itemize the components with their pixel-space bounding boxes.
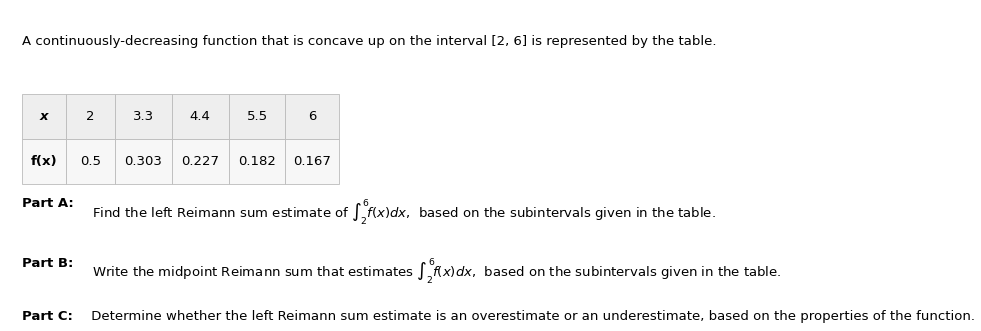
Text: Write the midpoint Reimann sum that estimates $\int_{2}^{6}\!f(x)dx$,  based on : Write the midpoint Reimann sum that esti… bbox=[88, 257, 781, 286]
Bar bbox=[285, 139, 339, 184]
Text: 0.167: 0.167 bbox=[293, 155, 332, 168]
Text: Part B:: Part B: bbox=[22, 257, 73, 269]
Text: Part C:: Part C: bbox=[22, 310, 73, 323]
Bar bbox=[22, 139, 66, 184]
Text: 0.227: 0.227 bbox=[181, 155, 219, 168]
Bar bbox=[229, 139, 285, 184]
Bar bbox=[229, 94, 285, 139]
Text: Part A:: Part A: bbox=[22, 197, 74, 210]
Text: f(x): f(x) bbox=[30, 155, 57, 168]
Text: Determine whether the left Reimann sum estimate is an overestimate or an underes: Determine whether the left Reimann sum e… bbox=[87, 310, 975, 323]
Text: 0.5: 0.5 bbox=[79, 155, 101, 168]
Text: 2: 2 bbox=[86, 110, 94, 123]
Text: 5.5: 5.5 bbox=[246, 110, 268, 123]
Bar bbox=[285, 94, 339, 139]
Text: 4.4: 4.4 bbox=[189, 110, 211, 123]
Text: 0.182: 0.182 bbox=[238, 155, 276, 168]
Text: A continuously-decreasing function that is concave up on the interval [2, 6] is : A continuously-decreasing function that … bbox=[22, 35, 716, 48]
Text: 3.3: 3.3 bbox=[132, 110, 154, 123]
Bar bbox=[115, 139, 172, 184]
Bar bbox=[66, 139, 115, 184]
Bar bbox=[172, 94, 229, 139]
Bar bbox=[22, 94, 66, 139]
Bar bbox=[66, 94, 115, 139]
Text: Find the left Reimann sum estimate of $\int_{2}^{6}\!f(x)dx$,  based on the subi: Find the left Reimann sum estimate of $\… bbox=[88, 197, 716, 227]
Text: 0.303: 0.303 bbox=[125, 155, 162, 168]
Text: x: x bbox=[39, 110, 48, 123]
Bar bbox=[172, 139, 229, 184]
Text: 6: 6 bbox=[308, 110, 317, 123]
Bar bbox=[115, 94, 172, 139]
